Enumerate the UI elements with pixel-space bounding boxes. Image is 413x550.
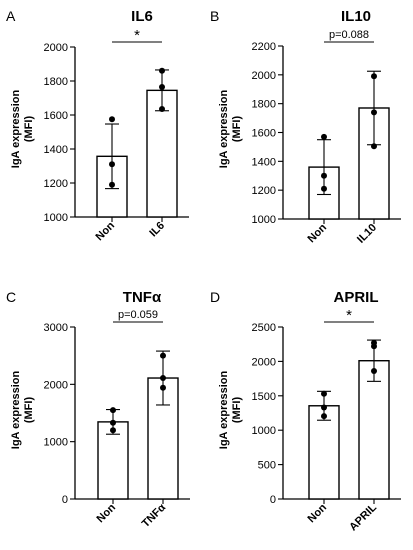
y-tick-label: 1600 xyxy=(252,128,276,140)
y-tick-label: 1600 xyxy=(44,110,68,122)
panel-letter: D xyxy=(210,289,221,305)
chart-plot: 1000 1200 1400 1600 1800 2000 2200 Non IL10 p=0.0… xyxy=(252,29,401,246)
chart-title: TNFα xyxy=(122,289,162,306)
panel-b: B IL10 IgA expression (MFI) 1000 1200 1400 1… xyxy=(206,0,413,275)
y-tick-label: 1400 xyxy=(252,156,276,168)
data-point xyxy=(159,67,165,74)
panel-a: A IL6 IgA expression (MFI) 1000 1200 1400 16… xyxy=(0,0,206,275)
y-tick-label: 3000 xyxy=(44,322,68,334)
significance-label: * xyxy=(346,307,352,324)
y-tick-label: 2200 xyxy=(252,41,276,53)
chart-plot: 0 500 1000 1500 2000 2500 Non APRIL * xyxy=(252,307,401,533)
x-tick-label: TNFα xyxy=(140,501,169,530)
chart-title: IL10 xyxy=(340,8,371,25)
y-tick-label: 1800 xyxy=(252,99,276,111)
data-point xyxy=(110,427,116,434)
significance-label: p=0.088 xyxy=(329,29,369,41)
chart-plot: 0 1000 2000 3000 Non TNFα p=0.059 xyxy=(44,309,190,530)
chart-title: IL6 xyxy=(131,8,153,25)
data-point xyxy=(159,83,165,90)
panel-d: D APRIL IgA expression (MFI) 0 500 1000 1500… xyxy=(206,275,413,550)
data-point xyxy=(371,73,377,80)
data-point xyxy=(109,161,115,168)
significance-label: * xyxy=(134,27,140,44)
y-tick-label: 1200 xyxy=(44,178,68,190)
y-tick-label: 1800 xyxy=(44,76,68,88)
y-tick-label: 500 xyxy=(258,460,276,472)
data-point xyxy=(371,343,377,350)
y-tick-label: 2000 xyxy=(252,356,276,368)
data-point xyxy=(371,368,377,375)
panel-c: C TNFα IgA expression (MFI) 0 1000 2000 3000… xyxy=(0,275,206,550)
data-point xyxy=(109,181,115,188)
y-tick-label: 0 xyxy=(62,494,68,506)
x-tick-label: Non xyxy=(94,219,118,243)
y-tick-label: 2500 xyxy=(252,322,276,334)
data-point xyxy=(109,116,115,123)
y-tick-label: 2000 xyxy=(252,70,276,82)
y-tick-label: 2000 xyxy=(44,42,68,54)
y-tick-label: 1200 xyxy=(252,185,276,197)
chart-plot: 1000 1200 1400 1600 1800 2000 Non IL6 * xyxy=(44,27,189,243)
data-point xyxy=(371,109,377,116)
panel-letter: B xyxy=(210,8,220,24)
x-tick-label: Non xyxy=(306,501,330,525)
x-tick-label: Non xyxy=(306,221,330,245)
data-point xyxy=(321,133,327,140)
panel-letter: A xyxy=(6,8,16,24)
x-tick-label: IL6 xyxy=(147,220,167,240)
y-tick-label: 1000 xyxy=(252,425,276,437)
data-point xyxy=(321,404,327,411)
data-point xyxy=(371,143,377,150)
data-point xyxy=(159,106,165,113)
y-tick-label: 1000 xyxy=(44,437,68,449)
data-point xyxy=(160,384,166,391)
y-tick-label: 0 xyxy=(270,494,276,506)
x-tick-label: APRIL xyxy=(347,501,379,533)
y-tick-label: 1000 xyxy=(252,214,276,226)
chart-title: APRIL xyxy=(333,289,379,306)
x-tick-label: IL10 xyxy=(355,222,379,246)
data-point xyxy=(160,375,166,382)
data-point xyxy=(160,352,166,359)
data-point xyxy=(321,185,327,192)
y-tick-label: 2000 xyxy=(44,379,68,391)
y-tick-label: 1000 xyxy=(44,212,68,224)
data-point xyxy=(321,413,327,420)
y-tick-label: 1500 xyxy=(252,391,276,403)
data-point xyxy=(110,419,116,426)
data-point xyxy=(321,172,327,179)
y-tick-label: 1400 xyxy=(44,144,68,156)
significance-label: p=0.059 xyxy=(118,309,158,321)
panel-letter: C xyxy=(6,289,17,305)
x-tick-label: Non xyxy=(95,501,119,525)
data-point xyxy=(321,390,327,397)
data-point xyxy=(110,407,116,414)
